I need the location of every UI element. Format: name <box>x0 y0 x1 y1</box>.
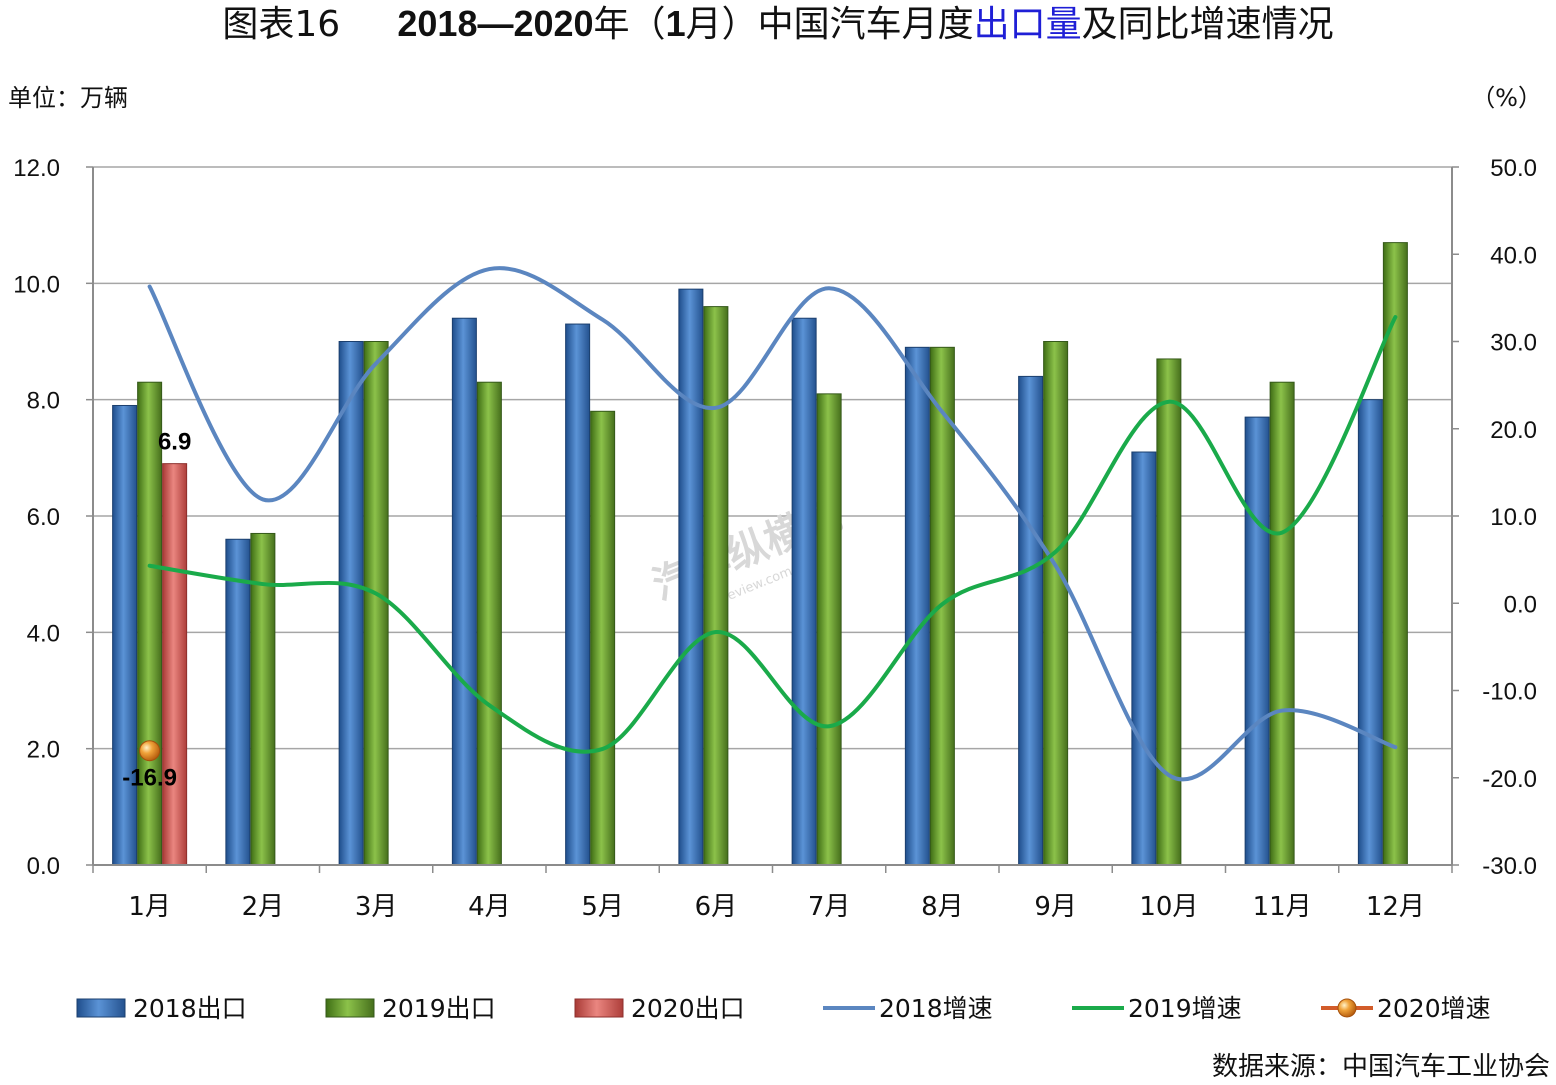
x-category-label: 5月 <box>581 892 624 922</box>
line-2018增速 <box>147 266 1398 782</box>
bar-2018出口 <box>1244 416 1270 866</box>
bar-2019出口 <box>137 381 163 866</box>
chart-title: 图表16 2018—2020年（1月）中国汽车月度出口量及同比增速情况 <box>0 0 1556 52</box>
axes: 0.0 2.0 4.0 6.0 8.0 10.0 12.0 -30.0 -20.0 -10.0 0.… <box>13 155 1537 922</box>
bar-2019出口 <box>703 306 729 866</box>
bar-2019出口 <box>476 381 502 866</box>
bar-2018出口 <box>904 346 930 866</box>
legend-label: 2019增速 <box>1128 994 1242 1023</box>
bars <box>112 242 1408 866</box>
bar-2019出口 <box>1043 341 1069 866</box>
bar-2018出口 <box>112 404 138 866</box>
y-left-tick-label: 2.0 <box>27 737 60 764</box>
y-left-tick-label: 12.0 <box>13 155 60 182</box>
title-yue: 月） <box>685 4 758 45</box>
y-right-tick-label: -20.0 <box>1482 766 1537 793</box>
bar-2018出口 <box>1357 399 1383 866</box>
legend-swatch-bar <box>325 998 375 1018</box>
title-one: 1 <box>665 3 686 44</box>
title-text2: 及同比增速情况 <box>1081 4 1334 45</box>
legend-label: 2018增速 <box>879 994 993 1023</box>
bar-2018出口 <box>791 317 817 866</box>
x-category-label: 11月 <box>1253 892 1312 922</box>
x-category-label: 7月 <box>808 892 851 922</box>
y-left-tick-label: 6.0 <box>27 504 60 531</box>
y-right-tick-label: 20.0 <box>1490 417 1537 444</box>
bar-2019出口 <box>1382 242 1408 866</box>
data-labels: 6.9 -16.9 <box>122 429 191 792</box>
bar-2018出口 <box>451 317 477 866</box>
data-label-2020-growth: -16.9 <box>122 765 177 792</box>
y-right-tick-label: 10.0 <box>1490 504 1537 531</box>
bar-2018出口 <box>678 288 704 866</box>
y-right-tick-label: 0.0 <box>1504 591 1537 618</box>
line-2019增速 <box>147 315 1398 754</box>
legend-swatch-marker <box>1337 998 1357 1018</box>
bar-2018出口 <box>225 538 251 866</box>
y-left-tick-label: 0.0 <box>27 853 60 880</box>
bar-2018出口 <box>565 323 591 866</box>
title-years: 2018—2020 <box>397 3 594 44</box>
y-left-tick-label: 4.0 <box>27 620 60 647</box>
x-category-label: 3月 <box>355 892 398 922</box>
data-source: 数据来源：中国汽车工业协会 <box>1211 1052 1550 1082</box>
left-axis-unit: 单位：万辆 <box>8 84 128 112</box>
x-category-label: 12月 <box>1366 892 1425 922</box>
legend-label: 2020增速 <box>1377 994 1491 1023</box>
x-category-label: 8月 <box>921 892 964 922</box>
x-category-label: 9月 <box>1034 892 1077 922</box>
bar-2018出口 <box>1131 451 1157 866</box>
x-category-label: 4月 <box>468 892 511 922</box>
x-category-label: 1月 <box>128 892 171 922</box>
bar-2019出口 <box>816 393 842 866</box>
title-nian: 年（ <box>593 4 666 45</box>
y-right-tick-label: 40.0 <box>1490 242 1537 269</box>
legend-label: 2018出口 <box>133 994 247 1023</box>
right-axis-unit: （%） <box>1471 84 1542 112</box>
y-right-tick-label: -10.0 <box>1482 679 1537 706</box>
x-category-label: 10月 <box>1139 892 1198 922</box>
bar-2019出口 <box>1156 358 1182 866</box>
legend-swatch-bar <box>574 998 624 1018</box>
legend: 2018出口 2019出口 2020出口 2018增速 2019增速 2020增速 <box>76 994 1491 1023</box>
bar-2018出口 <box>1018 375 1044 866</box>
growth-lines <box>139 266 1398 782</box>
marker-2020增速 <box>139 740 161 762</box>
legend-swatch-bar <box>76 998 126 1018</box>
legend-label: 2020出口 <box>631 994 745 1023</box>
bar-2019出口 <box>363 341 389 866</box>
title-text1: 中国汽车月度 <box>757 4 974 45</box>
y-right-tick-label: 30.0 <box>1490 330 1537 357</box>
x-category-label: 2月 <box>242 892 285 922</box>
legend-label: 2019出口 <box>382 994 496 1023</box>
bar-2019出口 <box>590 410 616 866</box>
y-right-tick-label: 50.0 <box>1490 155 1537 182</box>
bar-2020出口 <box>162 463 188 866</box>
title-prefix: 图表16 <box>222 4 341 45</box>
data-label-2020-export: 6.9 <box>158 429 191 456</box>
y-right-tick-label: -30.0 <box>1482 853 1537 880</box>
y-left-tick-label: 10.0 <box>13 271 60 298</box>
y-left-tick-label: 8.0 <box>27 388 60 415</box>
bar-2019出口 <box>1269 381 1295 866</box>
title-highlight: 出口量 <box>973 4 1082 45</box>
x-category-label: 6月 <box>695 892 738 922</box>
bar-2018出口 <box>338 341 364 866</box>
